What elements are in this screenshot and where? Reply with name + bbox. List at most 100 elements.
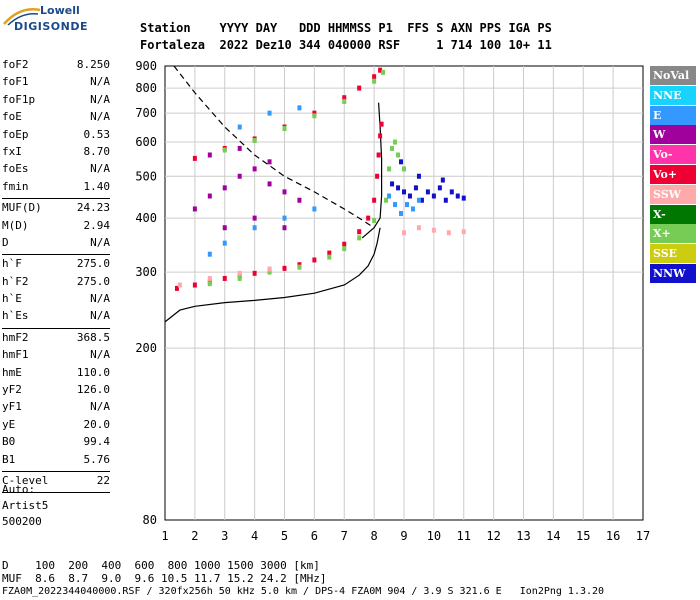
data-point xyxy=(449,189,454,195)
param-value: 24.23 xyxy=(76,201,110,215)
data-point xyxy=(376,152,381,158)
data-point xyxy=(312,110,317,116)
data-point xyxy=(437,185,442,191)
data-point xyxy=(390,181,395,187)
data-point xyxy=(372,217,377,223)
param-row: foEp 0.53 xyxy=(2,128,110,145)
auto-program: Artist5 xyxy=(2,499,49,512)
param-row: h`F 275.0 xyxy=(2,257,110,274)
data-point xyxy=(312,113,317,119)
param-value: 5.76 xyxy=(83,452,111,466)
param-row: yF1 N/A xyxy=(2,400,110,417)
data-point xyxy=(384,197,389,203)
data-point xyxy=(379,121,384,127)
data-point xyxy=(237,145,242,151)
data-point xyxy=(267,266,272,272)
x-tick-label: 9 xyxy=(400,529,407,543)
virtual-height-trace xyxy=(164,227,381,323)
param-row: h`E N/A xyxy=(2,292,110,309)
legend-item: E xyxy=(650,105,696,125)
data-point xyxy=(393,202,398,208)
data-point xyxy=(207,152,212,158)
param-value: 126.0 xyxy=(76,383,110,397)
data-point xyxy=(327,254,332,260)
data-point xyxy=(390,145,395,151)
y-tick-label: 200 xyxy=(135,341,157,355)
data-point xyxy=(446,230,451,236)
x-tick-label: 1 xyxy=(161,529,168,543)
param-separator xyxy=(2,492,110,494)
x-tick-label: 14 xyxy=(546,529,560,543)
data-point xyxy=(372,197,377,203)
param-value: N/A xyxy=(90,292,110,306)
param-row: yF2 126.0 xyxy=(2,383,110,400)
legend-item: SSW xyxy=(650,184,696,204)
data-point xyxy=(192,282,197,288)
data-point xyxy=(366,215,371,221)
param-name: fxI xyxy=(2,144,22,158)
data-point xyxy=(440,177,445,183)
data-point xyxy=(342,246,347,252)
data-point xyxy=(431,193,436,199)
x-tick-label: 13 xyxy=(516,529,530,543)
param-name: h`E xyxy=(2,292,22,306)
data-point xyxy=(431,227,436,233)
x-tick-label: 17 xyxy=(636,529,650,543)
param-row: h`F2 275.0 xyxy=(2,275,110,292)
data-point xyxy=(252,166,257,172)
data-point xyxy=(372,74,377,80)
legend-item: NoVal xyxy=(650,66,696,85)
x-tick-label: 4 xyxy=(251,529,258,543)
y-tick-label: 400 xyxy=(135,211,157,225)
param-value: 0.53 xyxy=(83,127,111,141)
param-name: B0 xyxy=(2,435,16,449)
data-point xyxy=(396,185,401,191)
data-point xyxy=(207,281,212,287)
param-value: N/A xyxy=(90,348,110,362)
param-separator xyxy=(2,470,110,472)
param-name: h`F2 xyxy=(2,274,29,288)
x-tick-label: 10 xyxy=(427,529,441,543)
param-value: 275.0 xyxy=(76,274,110,288)
param-name: h`F xyxy=(2,257,22,271)
param-name: foEp xyxy=(2,127,29,141)
legend-item: X+ xyxy=(650,224,696,244)
param-name: fmin xyxy=(2,179,29,193)
x-tick-label: 12 xyxy=(486,529,500,543)
data-point xyxy=(237,173,242,179)
data-point xyxy=(222,185,227,191)
logo-text-digisonde: DIGISONDE xyxy=(14,20,88,33)
data-point xyxy=(387,166,392,172)
param-name: yF1 xyxy=(2,400,22,414)
data-point xyxy=(237,275,242,281)
data-point xyxy=(267,159,272,165)
legend-item: Vo+ xyxy=(650,164,696,184)
param-row: B0 99.4 xyxy=(2,435,110,452)
data-point xyxy=(312,206,317,212)
data-point xyxy=(404,202,409,208)
param-row: yE 20.0 xyxy=(2,418,110,435)
data-point xyxy=(282,189,287,195)
data-point xyxy=(237,270,242,276)
param-row: hmF2 368.5 xyxy=(2,331,110,348)
legend-item: NNE xyxy=(650,85,696,105)
param-separator xyxy=(2,198,110,200)
ionospheric-parameters-panel: foF2 8.250 foF1 N/A foF1p N/A foE N/A foEp 0.53 fx… xyxy=(2,58,110,495)
param-name: hmF2 xyxy=(2,330,29,344)
data-point xyxy=(378,133,383,139)
data-point xyxy=(402,166,406,172)
param-row: hmF1 N/A xyxy=(2,348,110,365)
data-point xyxy=(416,173,421,179)
x-tick-label: 8 xyxy=(371,529,378,543)
x-tick-label: 15 xyxy=(576,529,590,543)
footer-file-info: FZA0M_2022344040000.RSF / 320fx256h 50 k… xyxy=(2,586,605,597)
param-name: B1 xyxy=(2,452,16,466)
auto-version: 500200 xyxy=(2,515,42,528)
data-point xyxy=(192,206,197,212)
param-name: hmF1 xyxy=(2,348,29,362)
data-point xyxy=(222,147,227,153)
data-point xyxy=(357,235,362,241)
param-value: N/A xyxy=(90,309,110,323)
data-point xyxy=(410,206,415,212)
param-name: yF2 xyxy=(2,383,22,397)
